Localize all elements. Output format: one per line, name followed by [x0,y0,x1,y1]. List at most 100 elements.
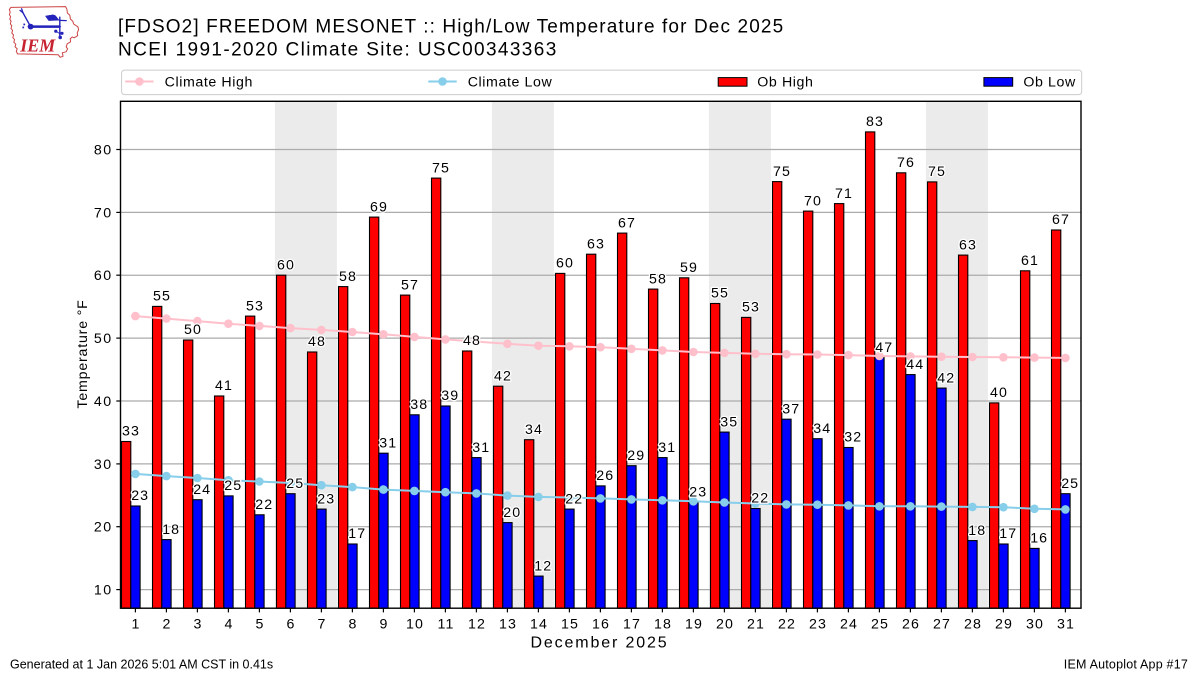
svg-text:20: 20 [94,520,113,536]
svg-text:15: 15 [561,617,579,633]
svg-text:Generated at 1 Jan 2026 5:01 A: Generated at 1 Jan 2026 5:01 AM CST in 0… [10,657,273,671]
svg-text:27: 27 [933,617,951,633]
svg-text:34: 34 [813,421,831,437]
svg-text:24: 24 [193,482,211,498]
svg-text:20: 20 [716,617,734,633]
svg-text:IEM Autoplot App #17: IEM Autoplot App #17 [1064,657,1188,671]
svg-text:48: 48 [308,334,326,350]
svg-text:20: 20 [503,505,521,521]
svg-text:24: 24 [840,617,858,633]
svg-text:December 2025: December 2025 [530,635,668,652]
svg-text:23: 23 [317,491,335,507]
svg-text:12: 12 [468,617,486,633]
svg-text:18: 18 [968,523,986,539]
svg-text:Climate Low: Climate Low [468,74,553,90]
svg-text:22: 22 [255,497,273,513]
svg-text:13: 13 [499,617,517,633]
svg-text:17: 17 [348,526,366,542]
svg-text:44: 44 [906,357,924,373]
svg-text:42: 42 [937,370,955,386]
svg-text:IEM: IEM [19,36,56,56]
svg-text:75: 75 [928,164,946,180]
svg-text:50: 50 [184,322,202,338]
svg-text:53: 53 [246,298,264,314]
svg-text:25: 25 [871,617,889,633]
svg-text:31: 31 [1057,617,1075,633]
svg-text:25: 25 [1061,476,1079,492]
svg-text:31: 31 [379,435,397,451]
svg-text:Ob High: Ob High [757,74,813,90]
svg-text:75: 75 [773,164,791,180]
svg-text:67: 67 [618,215,636,231]
svg-text:83: 83 [866,114,884,130]
svg-text:63: 63 [959,237,977,253]
svg-text:8: 8 [349,617,358,633]
svg-text:55: 55 [153,289,171,305]
svg-text:60: 60 [277,257,295,273]
svg-text:NCEI 1991-2020 Climate Site: U: NCEI 1991-2020 Climate Site: USC00343363 [118,39,558,60]
svg-text:80: 80 [94,143,113,159]
svg-text:3: 3 [194,617,203,633]
svg-text:60: 60 [556,256,574,272]
svg-text:19: 19 [685,617,703,633]
svg-text:32: 32 [844,430,862,446]
svg-text:31: 31 [472,440,490,456]
svg-text:29: 29 [627,448,645,464]
svg-text:63: 63 [587,236,605,252]
svg-text:16: 16 [1030,531,1048,547]
svg-text:21: 21 [747,617,765,633]
svg-text:76: 76 [897,155,915,171]
svg-text:42: 42 [494,368,512,384]
svg-text:38: 38 [410,397,428,413]
svg-text:28: 28 [964,617,982,633]
svg-text:71: 71 [835,186,853,202]
svg-text:Temperature °F: Temperature °F [75,299,91,408]
svg-text:50: 50 [94,331,113,347]
svg-text:33: 33 [122,424,140,440]
svg-text:40: 40 [94,394,113,410]
svg-text:37: 37 [782,401,800,417]
svg-text:47: 47 [875,340,893,356]
svg-text:22: 22 [565,491,583,507]
svg-text:17: 17 [623,617,641,633]
svg-text:53: 53 [742,300,760,316]
svg-text:48: 48 [463,333,481,349]
svg-text:18: 18 [162,522,180,538]
svg-text:4: 4 [225,617,234,633]
svg-text:23: 23 [809,617,827,633]
svg-text:30: 30 [94,457,113,473]
svg-text:16: 16 [592,617,610,633]
svg-text:34: 34 [525,422,543,438]
svg-text:26: 26 [902,617,920,633]
svg-text:[FDSO2] FREEDOM MESONET :: Hig: [FDSO2] FREEDOM MESONET :: High/Low Temp… [118,16,784,37]
svg-text:23: 23 [131,488,149,504]
svg-text:Ob Low: Ob Low [1023,74,1076,90]
svg-text:17: 17 [999,526,1017,542]
svg-text:69: 69 [370,199,388,215]
svg-text:39: 39 [441,388,459,404]
svg-text:14: 14 [530,617,548,633]
svg-text:29: 29 [995,617,1013,633]
svg-text:75: 75 [432,160,450,176]
svg-text:41: 41 [215,378,233,394]
svg-text:60: 60 [94,268,113,284]
svg-text:31: 31 [658,440,676,456]
svg-text:9: 9 [380,617,389,633]
svg-text:Climate High: Climate High [165,74,253,90]
svg-text:2: 2 [163,617,172,633]
svg-text:67: 67 [1052,212,1070,228]
svg-text:40: 40 [990,385,1008,401]
svg-text:23: 23 [689,485,707,501]
svg-text:25: 25 [224,478,242,494]
svg-text:25: 25 [286,476,304,492]
svg-text:5: 5 [256,617,265,633]
svg-text:58: 58 [339,269,357,285]
svg-text:59: 59 [680,260,698,276]
svg-text:7: 7 [318,617,327,633]
svg-text:30: 30 [1026,617,1044,633]
svg-text:1: 1 [132,617,141,633]
svg-text:10: 10 [406,617,424,633]
svg-text:11: 11 [438,617,455,633]
svg-text:55: 55 [711,286,729,302]
svg-text:35: 35 [720,414,738,430]
